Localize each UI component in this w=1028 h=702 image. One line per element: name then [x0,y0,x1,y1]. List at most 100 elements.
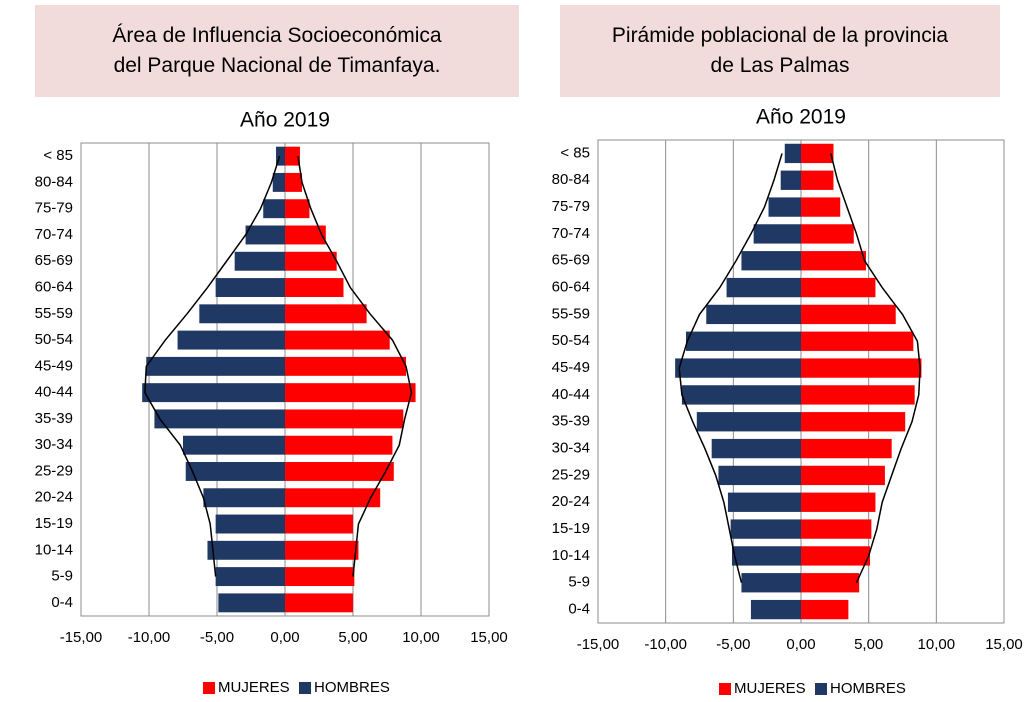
y-tick-label: 70-74 [552,225,590,242]
bar [711,438,801,459]
bar [207,540,285,560]
bar [199,304,285,324]
bar [718,465,801,486]
bar [801,331,914,351]
y-tick-label: 25-29 [35,462,73,479]
bar [801,492,876,512]
bar [177,330,285,350]
y-tick-label: 80-84 [552,171,590,188]
y-tick-label: 40-44 [552,386,590,403]
y-tick-label: 10-14 [552,547,590,564]
bar [285,383,416,403]
bar [685,331,801,351]
bar [234,251,285,271]
bar [741,573,801,593]
chart-title: Pirámide poblacional de la provincia de L… [612,24,949,77]
bar [154,409,285,429]
bar [801,385,915,405]
outline-line [678,153,783,583]
bar [285,409,404,429]
x-tick-label: 0,00 [786,636,815,653]
outline-line [297,156,413,577]
bar [142,383,285,403]
bar [784,143,801,164]
x-tick-label: 10,00 [402,629,440,646]
bar [263,199,285,219]
bar [780,170,801,190]
title-box [35,5,519,97]
y-tick-label: 40-44 [35,384,73,401]
legend-swatch [719,683,731,695]
bar [801,224,854,244]
x-tick-label: -15,00 [60,629,103,646]
bar [285,435,393,455]
bar [675,358,801,378]
y-tick-label: 15-19 [35,515,73,532]
y-tick-label: 30-34 [552,440,590,457]
bar [285,225,326,245]
bar [218,593,285,613]
bar [285,199,310,219]
bar [203,488,285,508]
y-tick-label: 50-54 [552,332,590,349]
bar [768,197,801,217]
bar [245,225,285,245]
bar [215,567,285,587]
y-tick-label: 20-24 [552,493,590,510]
y-tick-label: < 85 [43,147,73,164]
bar [681,385,801,405]
chart-title: Área de Influencia Socioeconómica del Par… [112,24,442,77]
y-tick-label: 45-49 [552,359,590,376]
y-tick-label: 0-4 [51,594,73,611]
bar [727,492,801,512]
y-tick-label: 55-59 [552,305,590,322]
y-tick-label: 60-64 [552,279,590,296]
bar [753,224,801,244]
y-tick-label: 55-59 [35,305,73,322]
x-tick-label: -5,00 [200,629,234,646]
outline-line [144,155,281,577]
y-tick-label: 60-64 [35,278,73,295]
legend-label: HOMBRES [314,679,390,696]
bar [276,146,285,166]
bar [801,277,876,298]
x-tick-label: 10,00 [918,636,956,653]
bar [215,278,285,297]
outline-line [830,153,921,584]
y-tick-label: 80-84 [35,173,73,190]
bar [801,412,906,432]
bar [750,599,801,620]
legend-label: HOMBRES [830,680,906,697]
bar [801,465,885,486]
plot-border [80,142,490,617]
bar [146,356,285,376]
bar [285,514,353,534]
x-tick-label: -10,00 [128,629,171,646]
legend-swatch [815,683,827,695]
y-tick-label: 65-69 [35,252,73,269]
x-tick-label: 15,00 [985,636,1023,653]
bar [285,278,344,297]
x-tick-label: 15,00 [470,629,508,646]
bar [285,356,407,376]
bar [285,567,355,587]
y-tick-label: 35-39 [552,413,590,430]
legend-label: MUJERES [734,680,806,697]
y-tick-label: 10-14 [35,541,73,558]
bar [285,304,367,324]
bar [285,330,390,350]
y-tick-label: < 85 [560,144,590,161]
bar [730,519,801,539]
x-tick-label: -10,00 [644,636,687,653]
y-tick-label: 5-9 [51,568,73,585]
x-tick-label: -5,00 [716,636,750,653]
y-tick-label: 25-29 [552,466,590,483]
y-tick-label: 50-54 [35,331,73,348]
bar [285,593,353,613]
y-tick-label: 70-74 [35,226,73,243]
y-tick-label: 75-79 [35,200,73,217]
bar [285,462,394,481]
bar [215,514,285,534]
bar [706,304,801,325]
